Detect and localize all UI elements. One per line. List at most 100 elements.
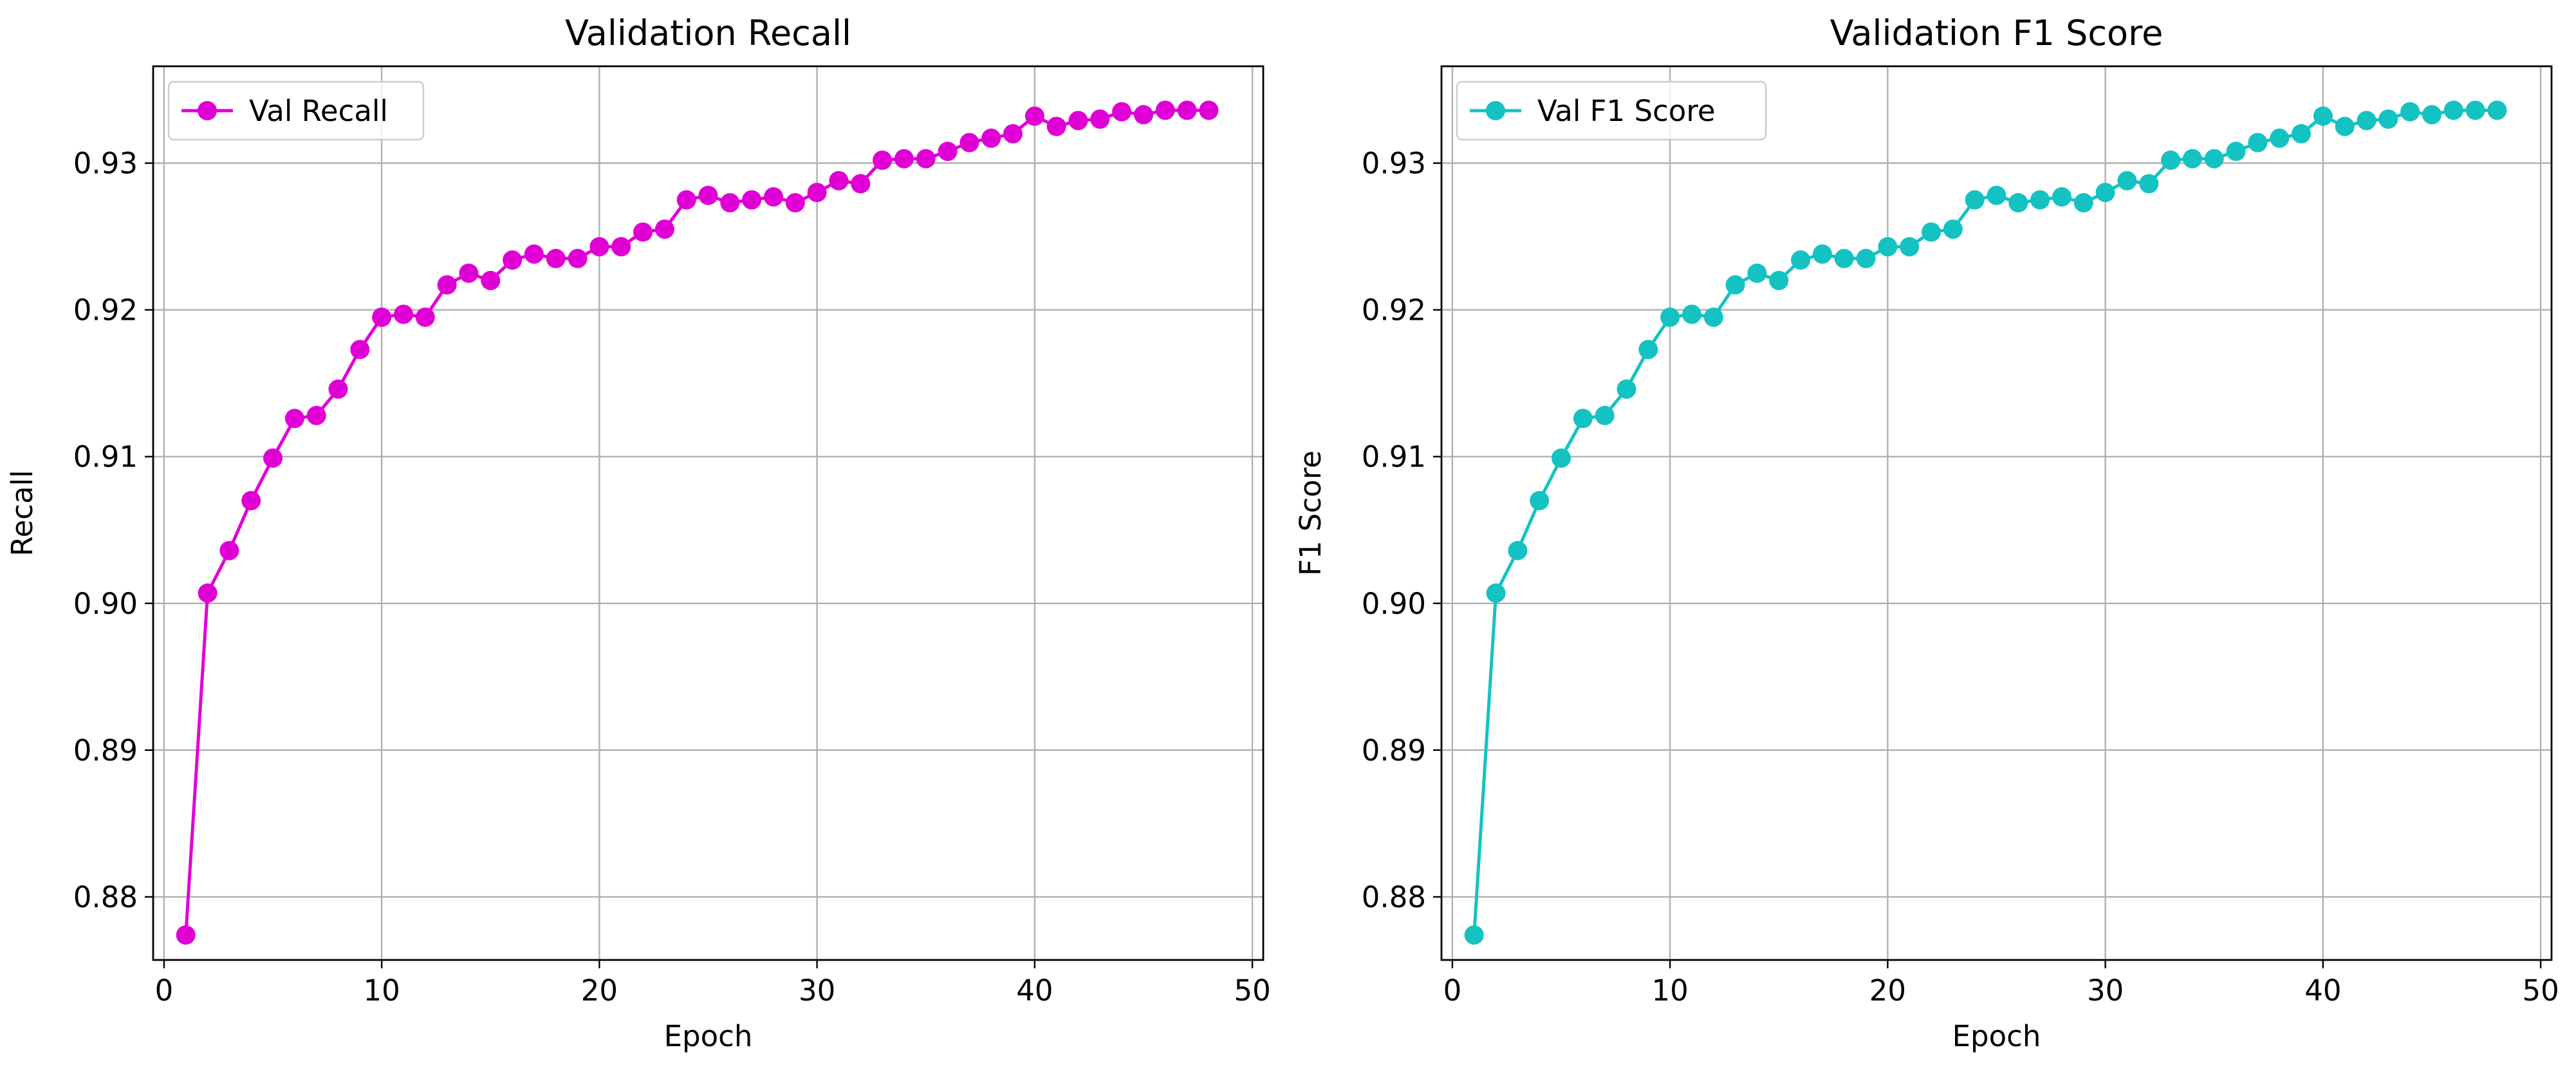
y-axis-label: F1 Score [1293, 450, 1328, 576]
data-point [524, 244, 544, 264]
legend: Val F1 Score [1456, 80, 1767, 141]
data-point [1003, 124, 1023, 143]
data-point [1046, 116, 1066, 136]
data-point [829, 171, 849, 190]
data-point [176, 925, 196, 945]
data-point [219, 540, 239, 560]
legend-marker [198, 101, 217, 120]
data-point [1834, 248, 1854, 268]
y-tick-label: 0.89 [73, 733, 138, 768]
data-point [2182, 149, 2202, 169]
data-point [415, 308, 435, 327]
x-axis-label: Epoch [664, 1019, 753, 1053]
x-tick-label: 20 [1869, 973, 1906, 1008]
data-point [2378, 109, 2398, 129]
data-point [1530, 491, 1550, 511]
x-tick-label: 10 [364, 973, 400, 1008]
data-point [372, 308, 392, 327]
data-point [1617, 379, 1636, 399]
series-line [1472, 108, 2497, 936]
data-point [503, 250, 523, 270]
data-point [1177, 100, 1197, 120]
data-point [1965, 190, 1985, 210]
data-point [459, 263, 479, 283]
data-point [2008, 193, 2028, 213]
data-point [546, 248, 566, 268]
x-tick-label: 50 [1234, 973, 1270, 1008]
data-point [1791, 250, 1811, 270]
data-point [350, 340, 370, 360]
data-point [1024, 106, 1044, 126]
x-tick-label: 40 [1016, 973, 1053, 1008]
data-point [284, 409, 304, 429]
x-axis-label: Epoch [1952, 1019, 2041, 1053]
data-point [1155, 100, 1175, 120]
legend-box [1456, 80, 1767, 141]
data-point [2400, 102, 2420, 122]
data-point [1090, 109, 1110, 129]
data-point [916, 149, 936, 169]
y-tick-label: 0.88 [73, 880, 138, 914]
data-point [1638, 340, 1658, 360]
legend-label: Val Recall [249, 94, 388, 128]
data-point [959, 133, 979, 152]
y-tick-label: 0.91 [1362, 440, 1426, 474]
data-point [1769, 271, 1789, 290]
data-point [785, 193, 805, 213]
data-point [873, 151, 893, 170]
data-point [2443, 100, 2463, 120]
y-tick-label: 0.92 [73, 293, 138, 327]
data-point [1573, 409, 1593, 429]
x-tick-label: 0 [155, 973, 174, 1008]
y-tick-label: 0.91 [73, 440, 138, 474]
data-point [1682, 304, 1701, 324]
data-point [1068, 111, 1088, 131]
y-tick-label: 0.93 [73, 147, 138, 181]
data-point [1943, 219, 1963, 239]
data-point [1660, 308, 1680, 327]
data-point [2487, 100, 2507, 120]
legend-box [167, 80, 425, 141]
data-point [328, 379, 348, 399]
data-point [2465, 100, 2485, 120]
x-tick-label: 40 [2304, 973, 2341, 1008]
axes-frame [152, 65, 1265, 961]
data-point [481, 271, 501, 290]
data-point [2422, 105, 2442, 125]
data-point [1552, 448, 1571, 468]
data-point [1703, 308, 1723, 327]
data-point [568, 248, 588, 268]
data-point [437, 275, 457, 295]
data-point [1987, 185, 2006, 205]
data-point [2204, 149, 2224, 169]
x-tick-label: 50 [2522, 973, 2559, 1008]
data-point [2335, 116, 2355, 136]
data-point [2030, 190, 2050, 210]
data-point [1486, 583, 1506, 603]
y-axis-label: Recall [5, 470, 39, 556]
y-tick-label: 0.90 [1362, 587, 1426, 621]
x-tick-label: 10 [1652, 973, 1689, 1008]
data-point [938, 142, 958, 161]
data-point [2270, 128, 2290, 148]
series-line [184, 108, 1209, 936]
chart-f1: 0 10 20 30 40 50 0.88 0.89 0.90 0.91 0.92 0.93 Valid… [1293, 13, 2559, 1053]
legend-marker [1486, 101, 1505, 120]
data-point [2313, 106, 2333, 126]
chart-recall: 0 10 20 30 40 50 0.88 0.89 0.90 0.91 0.92 0.93 Valid… [5, 13, 1271, 1053]
data-point [676, 190, 696, 210]
x-tick-label: 20 [581, 973, 618, 1008]
y-tick-label: 0.88 [1362, 880, 1426, 914]
y-tick-label: 0.93 [1362, 147, 1426, 181]
data-point [1878, 237, 1898, 257]
data-point [720, 193, 740, 213]
data-point [2226, 142, 2246, 161]
data-point [1112, 102, 1132, 122]
data-point [2161, 151, 2181, 170]
data-point [2292, 124, 2311, 143]
data-point [698, 185, 718, 205]
data-point [1747, 263, 1767, 283]
x-tick-label: 30 [2087, 973, 2124, 1008]
data-point [633, 222, 653, 242]
